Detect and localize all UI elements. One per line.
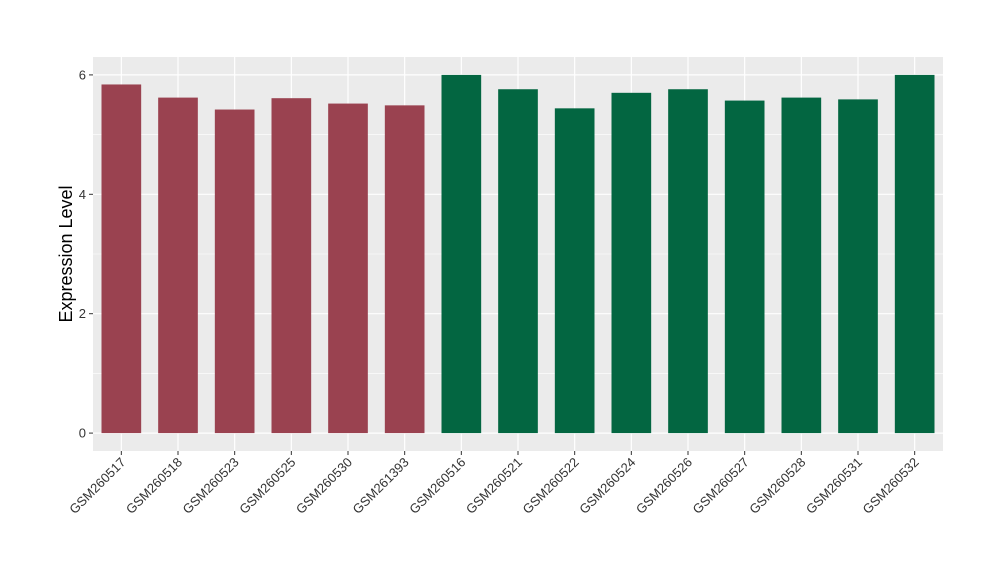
bar-gsm260530 xyxy=(328,103,368,434)
x-tick-label: GSM260522 xyxy=(520,455,582,517)
x-tick-label: GSM260524 xyxy=(576,455,638,517)
x-tick-label: GSM260532 xyxy=(860,455,922,517)
y-tick-label: 2 xyxy=(79,306,86,321)
x-tick-label: GSM260518 xyxy=(123,455,185,517)
y-axis: 0 2 4 6 xyxy=(79,67,93,441)
bar-gsm260531 xyxy=(838,99,878,434)
y-tick-label: 4 xyxy=(79,187,86,202)
bar-gsm260518 xyxy=(158,97,198,434)
bar-gsm261393 xyxy=(384,105,425,434)
x-tick-label: GSM260517 xyxy=(66,455,128,517)
bar-gsm260521 xyxy=(498,89,538,434)
x-tick-label: GSM260530 xyxy=(293,455,355,517)
y-tick-label: 6 xyxy=(79,67,86,82)
y-axis-title: Expression Level xyxy=(56,185,76,322)
x-tick-label: GSM261393 xyxy=(350,455,412,517)
bar-gsm260525 xyxy=(271,98,312,434)
y-tick-label: 0 xyxy=(79,426,86,441)
x-tick-label: GSM260528 xyxy=(746,455,808,517)
bar-gsm260523 xyxy=(214,109,255,434)
bar-gsm260526 xyxy=(668,89,708,434)
bar-gsm260516 xyxy=(441,74,482,434)
bar-gsm260524 xyxy=(611,92,652,434)
x-tick-label: GSM260523 xyxy=(180,455,242,517)
bar-gsm260517 xyxy=(101,84,142,434)
bar-gsm260522 xyxy=(554,108,595,434)
x-tick-label: GSM260526 xyxy=(633,455,695,517)
x-tick-label: GSM260521 xyxy=(463,455,525,517)
x-tick-label: GSM260516 xyxy=(406,455,468,517)
bars xyxy=(101,74,935,434)
x-tick-label: GSM260525 xyxy=(236,455,298,517)
bar-gsm260528 xyxy=(781,97,822,434)
x-axis: GSM260517GSM260518GSM260523GSM260525GSM2… xyxy=(66,451,922,517)
x-tick-label: GSM260527 xyxy=(690,455,752,517)
x-tick-label: GSM260531 xyxy=(803,455,865,517)
bar-gsm260532 xyxy=(894,74,935,434)
bar-gsm260527 xyxy=(724,100,765,434)
